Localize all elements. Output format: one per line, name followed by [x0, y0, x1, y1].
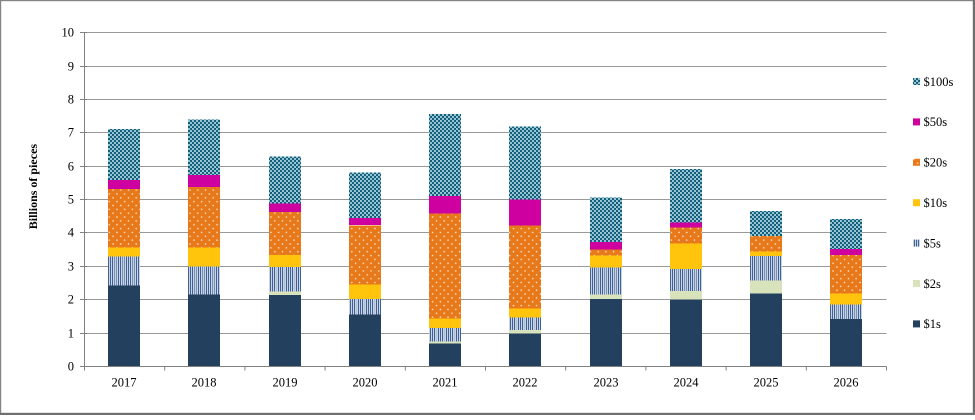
- svg-text:2024: 2024: [674, 376, 700, 390]
- svg-text:4: 4: [68, 226, 75, 240]
- svg-text:9: 9: [68, 60, 74, 74]
- svg-text:2: 2: [68, 293, 74, 307]
- svg-text:2026: 2026: [834, 376, 859, 390]
- svg-text:2023: 2023: [594, 376, 619, 390]
- svg-text:2017: 2017: [112, 376, 137, 390]
- svg-text:$50s: $50s: [924, 115, 948, 129]
- svg-text:2025: 2025: [754, 376, 779, 390]
- svg-text:10: 10: [62, 26, 75, 40]
- svg-text:8: 8: [68, 93, 74, 107]
- svg-text:2020: 2020: [353, 376, 378, 390]
- svg-text:7: 7: [68, 126, 74, 140]
- svg-text:$10s: $10s: [924, 196, 948, 210]
- svg-text:$5s: $5s: [924, 236, 942, 250]
- svg-text:6: 6: [68, 160, 74, 174]
- svg-text:$1s: $1s: [924, 317, 942, 331]
- svg-text:0: 0: [68, 360, 74, 374]
- svg-text:2019: 2019: [273, 376, 298, 390]
- svg-text:$20s: $20s: [924, 156, 948, 170]
- svg-text:3: 3: [68, 260, 74, 274]
- svg-text:2022: 2022: [513, 376, 538, 390]
- svg-text:5: 5: [68, 193, 74, 207]
- svg-text:2021: 2021: [433, 376, 458, 390]
- svg-text:Billions of pieces: Billions of pieces: [26, 144, 40, 230]
- svg-text:2018: 2018: [192, 376, 217, 390]
- svg-text:$100s: $100s: [924, 75, 954, 89]
- svg-text:1: 1: [68, 327, 74, 341]
- svg-text:$2s: $2s: [924, 277, 942, 291]
